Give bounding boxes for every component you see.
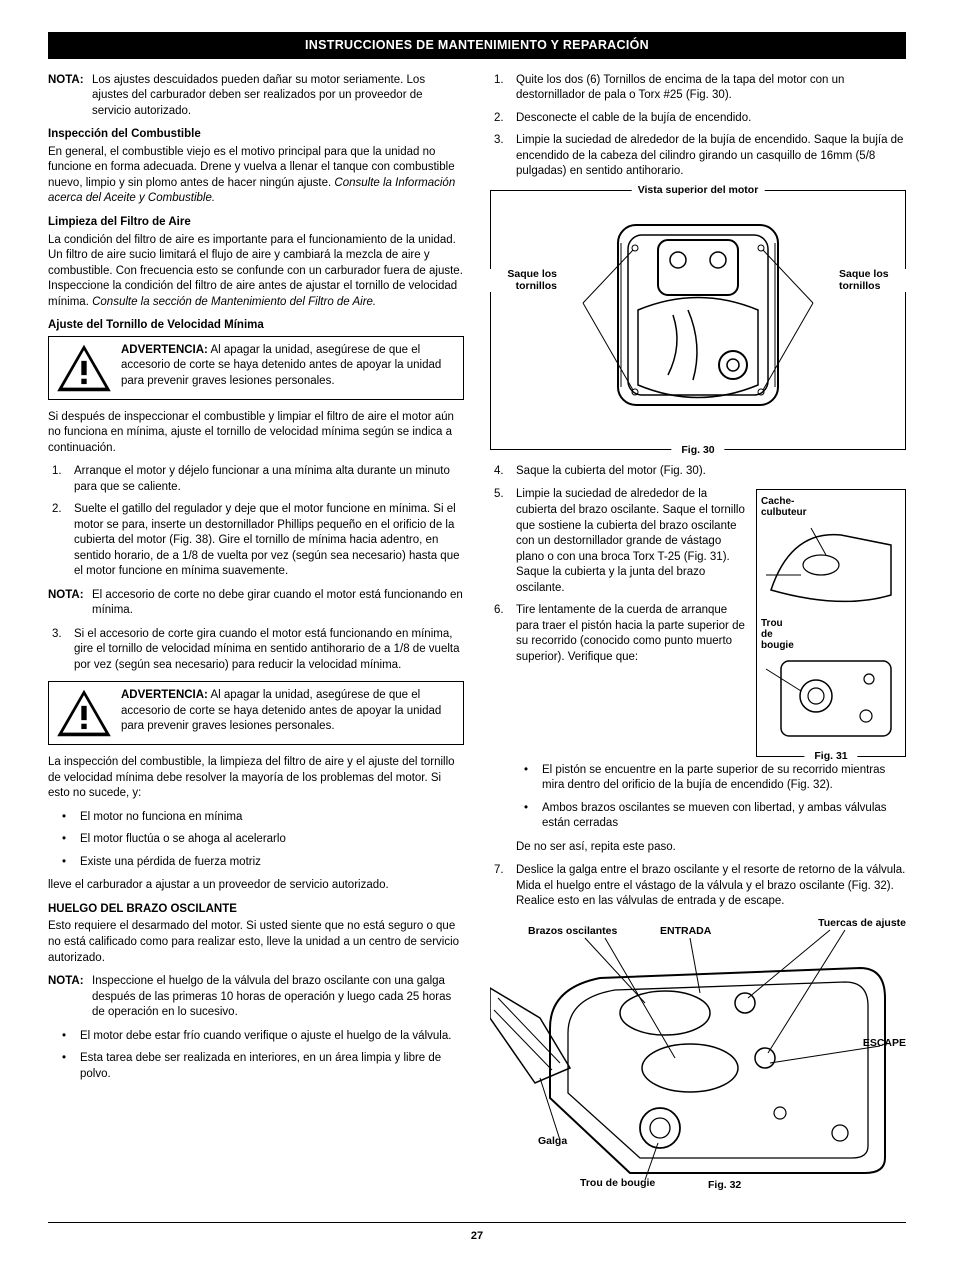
bullet-item: •Existe una pérdida de fuerza motriz — [48, 855, 464, 871]
fig31-label2: Trou de bougie — [761, 618, 901, 651]
limpieza-ref: Consulte la sección de Mantenimiento del… — [92, 296, 376, 308]
bullet-text: El motor no funciona en mínima — [80, 810, 464, 826]
warning-triangle-icon — [55, 343, 113, 393]
bullet-text: El motor fluctúa o se ahoga al acelerarl… — [80, 832, 464, 848]
step-2: 2.Suelte el gatillo del regulador y deje… — [48, 502, 464, 580]
fig30-left-label: Saque los tornillos — [487, 269, 557, 292]
nota-2: NOTA: El accesorio de corte no debe gira… — [48, 588, 464, 619]
fig32-number: Fig. 32 — [708, 1178, 741, 1192]
fig31-label1: Cache- culbuteur — [761, 496, 901, 518]
warning-triangle-icon — [55, 688, 113, 738]
huelgo-head: HUELGO DEL BRAZO OSCILANTE — [48, 902, 464, 918]
figure-32: Brazos oscilantes ENTRADA Tuercas de aju… — [490, 918, 906, 1198]
limpieza-text: La condición del filtro de aire es impor… — [48, 233, 464, 311]
bullet-text: Esta tarea debe ser realizada en interio… — [80, 1051, 464, 1082]
bullet-item: •El motor no funciona en mínima — [48, 810, 464, 826]
bullet-item: •El motor fluctúa o se ahoga al acelerar… — [48, 832, 464, 848]
step-text: Si el accesorio de corte gira cuando el … — [74, 627, 464, 674]
step-text: Quite los dos (6) Tornillos de encima de… — [516, 73, 906, 104]
bullet-item: •Esta tarea debe ser realizada en interi… — [48, 1051, 464, 1082]
warn-label: ADVERTENCIA: — [121, 344, 208, 356]
fig31-top-svg — [761, 520, 901, 610]
after-warn1-text: Si después de inspeccionar el combustibl… — [48, 410, 464, 457]
nota-text: El accesorio de corte no debe girar cuan… — [92, 588, 464, 619]
left-column: NOTA: Los ajustes descuidados pueden dañ… — [48, 73, 464, 1198]
right-column: 1.Quite los dos (6) Tornillos de encima … — [490, 73, 906, 1198]
right-step-7: 7.Deslice la galga entre el brazo oscila… — [490, 863, 906, 910]
warning-text-1: ADVERTENCIA: Al apagar la unidad, asegúr… — [121, 343, 455, 390]
bullet-text: Ambos brazos oscilantes se mueven con li… — [542, 801, 906, 832]
step-3: 3.Si el accesorio de corte gira cuando e… — [48, 627, 464, 674]
fig32-entrada-label: ENTRADA — [660, 926, 711, 938]
step-text: Limpie la suciedad de alrededor de la bu… — [516, 133, 906, 180]
step-7: 7.Deslice la galga entre el brazo oscila… — [490, 863, 906, 910]
nota-label: NOTA: — [48, 974, 92, 1021]
inspeccion-text: En general, el combustible viejo es el m… — [48, 145, 464, 207]
right-steps-top: 1.Quite los dos (6) Tornillos de encima … — [490, 73, 906, 180]
step-1: 1.Quite los dos (6) Tornillos de encima … — [490, 73, 906, 104]
bullet-text: Existe una pérdida de fuerza motriz — [80, 855, 464, 871]
step-3: 3.Limpie la suciedad de alrededor de la … — [490, 133, 906, 180]
symptom-list: •El motor no funciona en mínima •El moto… — [48, 810, 464, 871]
fig30-caption-top: Vista superior del motor — [632, 183, 765, 197]
fig30-right-label: Saque los tornillos — [839, 269, 909, 292]
nota-text: Inspeccione el huelgo de la válvula del … — [92, 974, 464, 1021]
ajuste-head: Ajuste del Tornillo de Velocidad Mínima — [48, 318, 464, 334]
fig32-trou-label: Trou de bougie — [580, 1178, 655, 1190]
bullet-item: •El motor debe estar frío cuando verifiq… — [48, 1029, 464, 1045]
step-text: Limpie la suciedad de alrededor de la cu… — [516, 487, 746, 596]
fig32-brazos-label: Brazos oscilantes — [528, 926, 617, 938]
after-warn2-text: La inspección del combustible, la limpie… — [48, 755, 464, 802]
fig32-svg — [490, 918, 890, 1193]
warning-box-1: ADVERTENCIA: Al apagar la unidad, asegúr… — [48, 336, 464, 400]
limpieza-head: Limpieza del Filtro de Aire — [48, 215, 464, 231]
figure-31: Cache- culbuteur Trou de bougie Fig. 31 — [756, 489, 906, 756]
step-text: Saque la cubierta del motor (Fig. 30). — [516, 464, 906, 480]
step-text: Suelte el gatillo del regulador y deje q… — [74, 502, 464, 580]
bullet-text: El pistón se encuentre en la parte super… — [542, 763, 906, 794]
bullet-text: El motor debe estar frío cuando verifiqu… — [80, 1029, 464, 1045]
fig31-bottom-svg — [761, 651, 901, 746]
step-2: 2.Desconecte el cable de la bujía de enc… — [490, 111, 906, 127]
step-5: 5.Limpie la suciedad de alrededor de la … — [490, 487, 746, 596]
fig32-galga-label: Galga — [538, 1136, 567, 1148]
inspeccion-head: Inspección del Combustible — [48, 127, 464, 143]
fig32-escape-label: ESCAPE — [863, 1038, 906, 1050]
warning-text-2: ADVERTENCIA: Al apagar la unidad, asegúr… — [121, 688, 455, 735]
warn-label: ADVERTENCIA: — [121, 689, 208, 701]
bullet-item: •El pistón se encuentre en la parte supe… — [510, 763, 906, 794]
page-header-bar: INSTRUCCIONES DE MANTENIMIENTO Y REPARAC… — [48, 32, 906, 59]
step-6: 6.Tire lentamente de la cuerda de arranq… — [490, 603, 746, 665]
step-text: Desconecte el cable de la bujía de encen… — [516, 111, 906, 127]
check-bullets: •El pistón se encuentre en la parte supe… — [490, 763, 906, 832]
steps-list-1: 1.Arranque el motor y déjelo funcionar a… — [48, 464, 464, 580]
nota-text: Los ajustes descuidados pueden dañar su … — [92, 73, 464, 120]
nota-label: NOTA: — [48, 588, 92, 619]
lleve-text: lleve el carburador a ajustar a un prove… — [48, 878, 464, 894]
fig30-number: Fig. 30 — [671, 443, 724, 457]
fig32-tuercas-label: Tuercas de ajuste — [818, 918, 906, 930]
step-text: Arranque el motor y déjelo funcionar a u… — [74, 464, 464, 495]
fig30-engine-top-svg — [573, 215, 823, 435]
right-steps-mid: 4.Saque la cubierta del motor (Fig. 30). — [490, 464, 906, 480]
bullet-item: •Ambos brazos oscilantes se mueven con l… — [510, 801, 906, 832]
nota-3: NOTA: Inspeccione el huelgo de la válvul… — [48, 974, 464, 1021]
denoser-text: De no ser así, repita este paso. — [490, 840, 906, 856]
fig31-number: Fig. 31 — [804, 749, 857, 763]
step-1: 1.Arranque el motor y déjelo funcionar a… — [48, 464, 464, 495]
nota-1: NOTA: Los ajustes descuidados pueden dañ… — [48, 73, 464, 120]
figure-30: Vista superior del motor Saque los torni… — [490, 190, 906, 450]
warning-box-2: ADVERTENCIA: Al apagar la unidad, asegúr… — [48, 681, 464, 745]
page-number: 27 — [48, 1222, 906, 1244]
step-text: Deslice la galga entre el brazo oscilant… — [516, 863, 906, 910]
two-column-layout: NOTA: Los ajustes descuidados pueden dañ… — [48, 73, 906, 1198]
step-4: 4.Saque la cubierta del motor (Fig. 30). — [490, 464, 906, 480]
step-text: Tire lentamente de la cuerda de arranque… — [516, 603, 746, 665]
nota-label: NOTA: — [48, 73, 92, 120]
condition-list: •El motor debe estar frío cuando verifiq… — [48, 1029, 464, 1083]
steps-list-1b: 3.Si el accesorio de corte gira cuando e… — [48, 627, 464, 674]
huelgo-text: Esto requiere el desarmado del motor. Si… — [48, 919, 464, 966]
